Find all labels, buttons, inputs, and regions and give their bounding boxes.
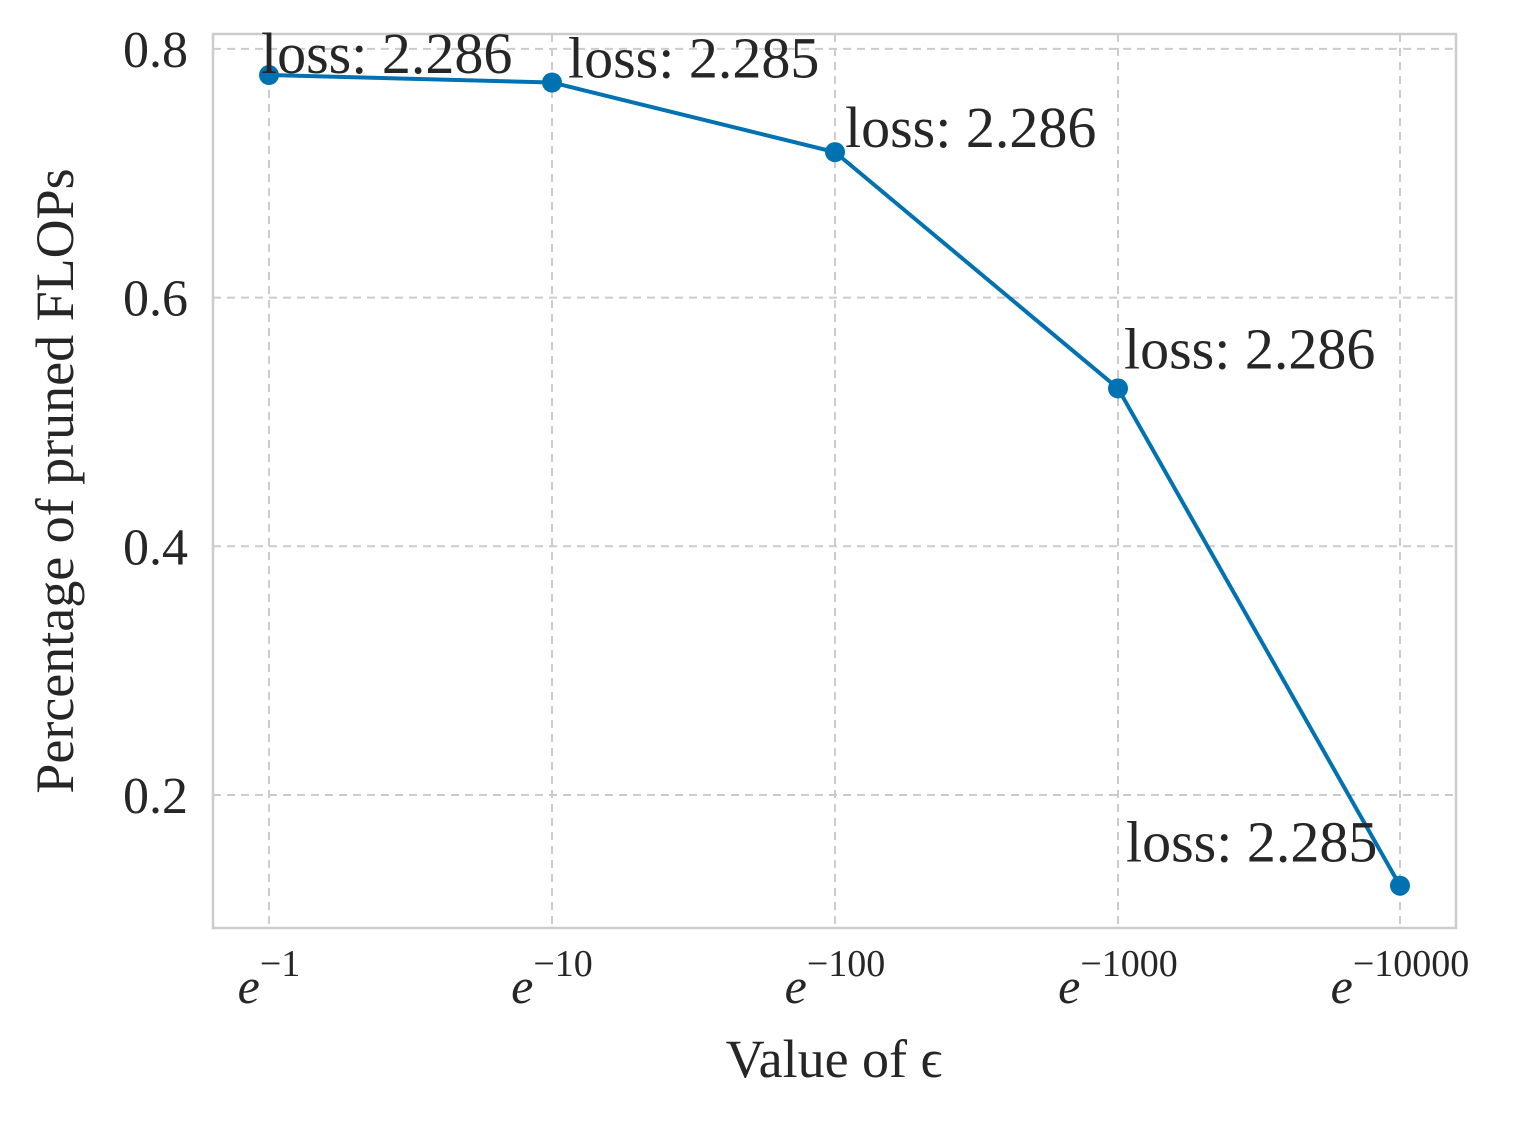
data-point (1390, 875, 1410, 896)
data-point (1108, 378, 1128, 399)
y-axis-ticks: 0.2 0.4 0.6 0.8 (123, 22, 188, 825)
data-point (542, 72, 562, 93)
data-point (825, 142, 845, 163)
series-layer (259, 65, 1410, 896)
x-tick-label: e−10000 (1331, 943, 1470, 1014)
loss-annotation: loss: 2.286 (845, 95, 1096, 160)
loss-annotation: loss: 2.285 (1126, 810, 1377, 875)
x-tick-label: e−1000 (1058, 943, 1178, 1014)
y-tick-label: 0.2 (123, 768, 188, 825)
annotation-layer: loss: 2.286 loss: 2.285 loss: 2.286 loss: 2… (261, 21, 1377, 875)
loss-annotation: loss: 2.286 (261, 21, 512, 86)
y-tick-label: 0.4 (123, 519, 188, 576)
y-tick-label: 0.6 (123, 271, 188, 328)
loss-annotation: loss: 2.286 (1124, 316, 1375, 381)
grid (213, 34, 1456, 928)
y-axis-label: Percentage of pruned FLOPs (25, 168, 85, 793)
plot-frame (211, 32, 1458, 930)
y-tick-label: 0.8 (123, 22, 188, 79)
x-tick-label: e−10 (511, 943, 593, 1014)
x-axis-ticks: e−1 e−10 e−100 e−1000 e−10000 (238, 943, 1470, 1014)
x-tick-label: e−1 (238, 943, 301, 1014)
data-point (259, 65, 279, 86)
loss-annotation: loss: 2.285 (568, 25, 819, 90)
x-axis-label: Value of ϵ (726, 1029, 943, 1089)
x-tick-label: e−100 (785, 943, 886, 1014)
